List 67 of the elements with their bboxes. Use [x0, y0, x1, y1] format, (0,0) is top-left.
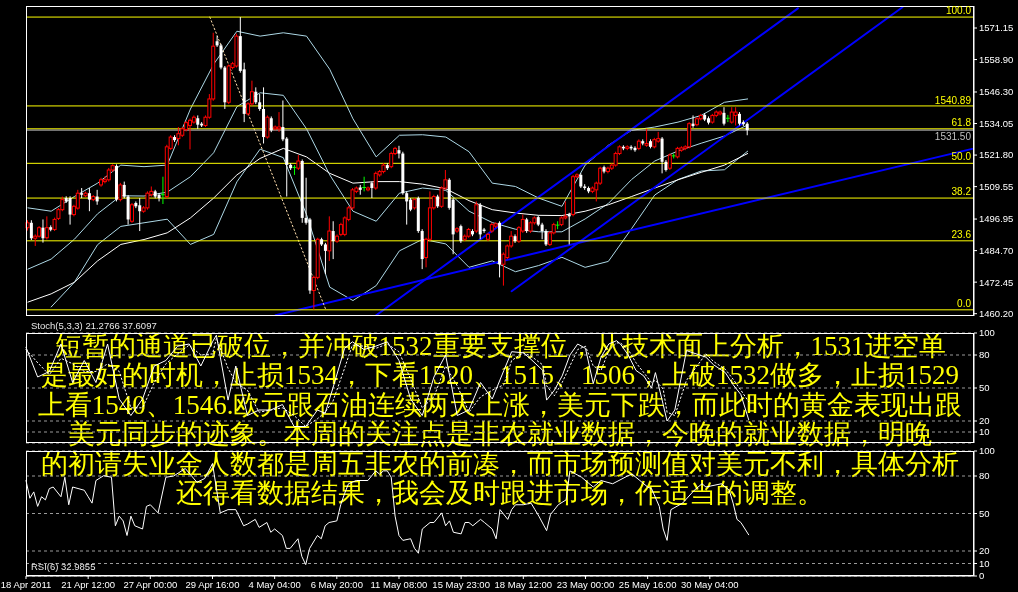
x-tick-label: 18 Apr 2011 — [0, 578, 52, 590]
x-tick-label: 4 May 04:00 — [248, 578, 301, 590]
line-series — [27, 30, 749, 212]
candlestick — [138, 197, 142, 232]
candlestick — [722, 106, 726, 126]
annotation: 38.2 — [951, 186, 971, 198]
y-tick-label: 1460.20 — [979, 308, 1014, 320]
annotation: 的初请失业金人数都是周五非农的前凑，而市场预测值对美元不利，具体分析 — [40, 448, 960, 479]
x-tick-label: 30 May 04:00 — [681, 578, 739, 590]
candlestick — [373, 171, 378, 191]
annotation: 23.6 — [951, 228, 971, 240]
candlestick — [725, 114, 731, 123]
line-series — [27, 92, 749, 270]
annotation: 0.0 — [957, 297, 971, 309]
y-tick-label: 1484.70 — [979, 244, 1014, 256]
y-tick-label: 50 — [979, 507, 990, 519]
y-tick-label: 1558.90 — [979, 53, 1014, 65]
candlestick — [129, 202, 134, 224]
y-tick-label: 80 — [979, 470, 990, 482]
y-tick-label: 1571.15 — [979, 22, 1014, 34]
candlestick — [459, 224, 463, 244]
ref-line-label: 1540.89 — [934, 94, 972, 106]
y-tick-label: 1534.05 — [979, 117, 1014, 129]
x-tick-label: 23 May 00:00 — [556, 578, 615, 590]
candlestick — [660, 136, 664, 174]
x-tick-label: 11 May 08:00 — [370, 578, 428, 590]
y-tick-label: 20 — [979, 415, 990, 427]
y-tick-label: 80 — [979, 349, 990, 361]
text: RSI(6) 32.9855 — [31, 561, 96, 572]
y-tick-label: 50 — [979, 382, 990, 394]
candlestick — [323, 242, 327, 275]
candlestick — [68, 195, 72, 226]
candlestick — [370, 181, 374, 199]
candlestick — [331, 220, 335, 260]
x-tick-label: 27 Apr 00:00 — [123, 578, 178, 590]
y-tick-label: 1496.95 — [979, 213, 1014, 225]
candlestick — [160, 176, 166, 205]
candlestick — [145, 190, 150, 211]
candlestick — [405, 190, 409, 226]
x-tick-label: 25 May 16:00 — [618, 578, 677, 590]
annotation: 61.8 — [951, 116, 971, 128]
candlestick — [157, 192, 161, 202]
x-tick-label: 21 Apr 12:00 — [61, 578, 116, 590]
y-tick-label: 1509.55 — [979, 180, 1014, 192]
y-tick-label: 1472.45 — [979, 276, 1014, 288]
x-tick-label: 15 May 23:00 — [432, 578, 490, 590]
ref-line-label: 1531.50 — [934, 131, 972, 143]
x-tick-label: 18 May 12:00 — [494, 578, 553, 590]
y-tick-label: 10 — [979, 426, 990, 438]
y-tick-label: 100 — [979, 445, 995, 457]
annotation: 50.0 — [951, 151, 971, 163]
candlestick — [277, 111, 282, 133]
candlestick — [44, 215, 49, 241]
y-tick-label: 1521.80 — [979, 149, 1014, 161]
x-tick-label: 29 Apr 16:00 — [185, 578, 240, 590]
y-tick-label: 100 — [979, 327, 995, 339]
candlestick — [188, 118, 193, 150]
y-tick-label: 1546.30 — [979, 86, 1014, 98]
candlestick — [687, 121, 692, 149]
x-tick-label: 6 May 20:00 — [310, 578, 363, 590]
y-tick-label: 20 — [979, 545, 990, 557]
candlestick — [513, 233, 517, 244]
y-tick-label: 0 — [979, 570, 985, 582]
y-tick-label: 10 — [979, 557, 990, 569]
annotation: 100.0 — [945, 5, 971, 17]
chart-title: Stoch(5,3,3) 21.2766 37.6097 — [31, 320, 157, 331]
candlestick — [41, 218, 45, 244]
